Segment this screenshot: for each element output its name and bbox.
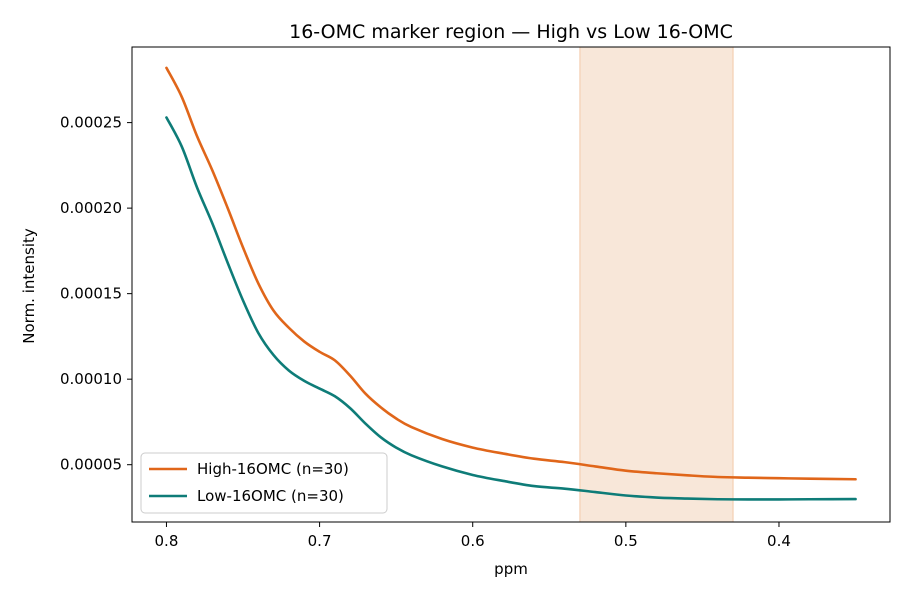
highlight-band	[579, 46, 734, 523]
y-tick-label: 0.00020	[60, 199, 122, 217]
legend-box	[140, 452, 388, 514]
series-layer	[165, 66, 857, 501]
x-tick-label: 0.4	[767, 532, 791, 550]
y-tick-label: 0.00005	[60, 456, 122, 474]
y-axis-label: Norm. intensity	[20, 228, 38, 344]
legend: High-16OMC (n=30) Low-16OMC (n=30)	[140, 452, 388, 514]
series-line-high-16omc	[165, 66, 857, 481]
x-tick-label: 0.8	[155, 532, 179, 550]
y-tick-label: 0.00010	[60, 370, 122, 388]
x-tick-label: 0.6	[461, 532, 485, 550]
chart-title: 16-OMC marker region — High vs Low 16-OM…	[289, 21, 733, 43]
legend-label: High-16OMC (n=30)	[197, 460, 349, 478]
x-tick-label: 0.5	[614, 532, 638, 550]
plot-frame	[131, 46, 891, 523]
highlight-layer	[579, 46, 734, 523]
x-tick-label: 0.7	[308, 532, 332, 550]
y-tick-label: 0.00015	[60, 285, 122, 303]
x-axis: 0.8 0.7 0.6 0.5 0.4	[155, 522, 791, 550]
x-axis-label: ppm	[494, 560, 528, 578]
series-line-low-16omc	[165, 116, 857, 501]
y-axis: 0.00005 0.00010 0.00015 0.00020 0.00025	[60, 114, 132, 474]
y-tick-label: 0.00025	[60, 114, 122, 132]
legend-label: Low-16OMC (n=30)	[197, 487, 344, 505]
